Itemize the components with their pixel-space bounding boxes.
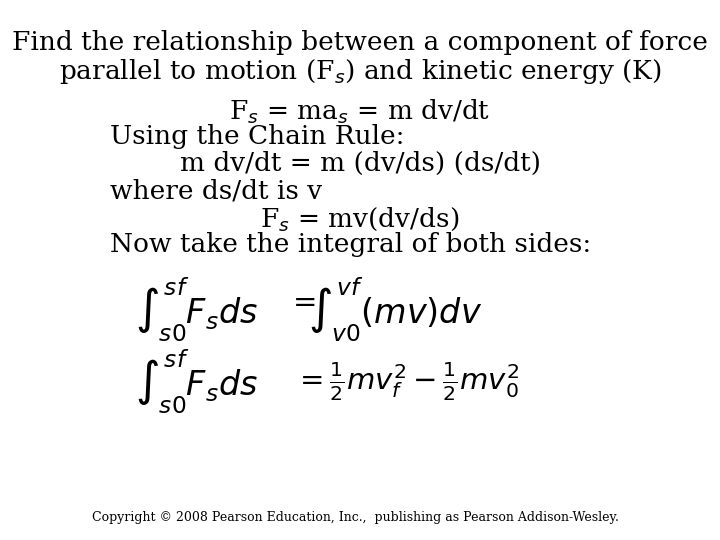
Text: F$_s$ = ma$_s$ = m dv/dt: F$_s$ = ma$_s$ = m dv/dt xyxy=(230,97,490,126)
Text: $\int_{v0}^{vf} (mv)dv$: $\int_{v0}^{vf} (mv)dv$ xyxy=(307,275,482,343)
Text: m dv/dt = m (dv/ds) (ds/dt): m dv/dt = m (dv/ds) (ds/dt) xyxy=(179,151,541,176)
Text: Now take the integral of both sides:: Now take the integral of both sides: xyxy=(109,232,591,257)
Text: Copyright © 2008 Pearson Education, Inc.,  publishing as Pearson Addison-Wesley.: Copyright © 2008 Pearson Education, Inc.… xyxy=(92,511,619,524)
Text: $\int_{s0}^{sf} F_s ds$: $\int_{s0}^{sf} F_s ds$ xyxy=(135,275,258,343)
Text: parallel to motion (F$_s$) and kinetic energy (K): parallel to motion (F$_s$) and kinetic e… xyxy=(59,57,661,86)
Text: $\int_{s0}^{sf} F_s ds$: $\int_{s0}^{sf} F_s ds$ xyxy=(135,348,258,416)
Text: Using the Chain Rule:: Using the Chain Rule: xyxy=(109,124,404,149)
Text: F$_s$ = mv(dv/ds): F$_s$ = mv(dv/ds) xyxy=(261,205,459,233)
Text: Find the relationship between a component of force: Find the relationship between a componen… xyxy=(12,30,708,55)
Text: where ds/dt is v: where ds/dt is v xyxy=(109,178,322,203)
Text: $=$: $=$ xyxy=(287,287,316,315)
Text: $= \frac{1}{2} mv_f^2 - \frac{1}{2} mv_0^2$: $= \frac{1}{2} mv_f^2 - \frac{1}{2} mv_0… xyxy=(294,360,519,403)
